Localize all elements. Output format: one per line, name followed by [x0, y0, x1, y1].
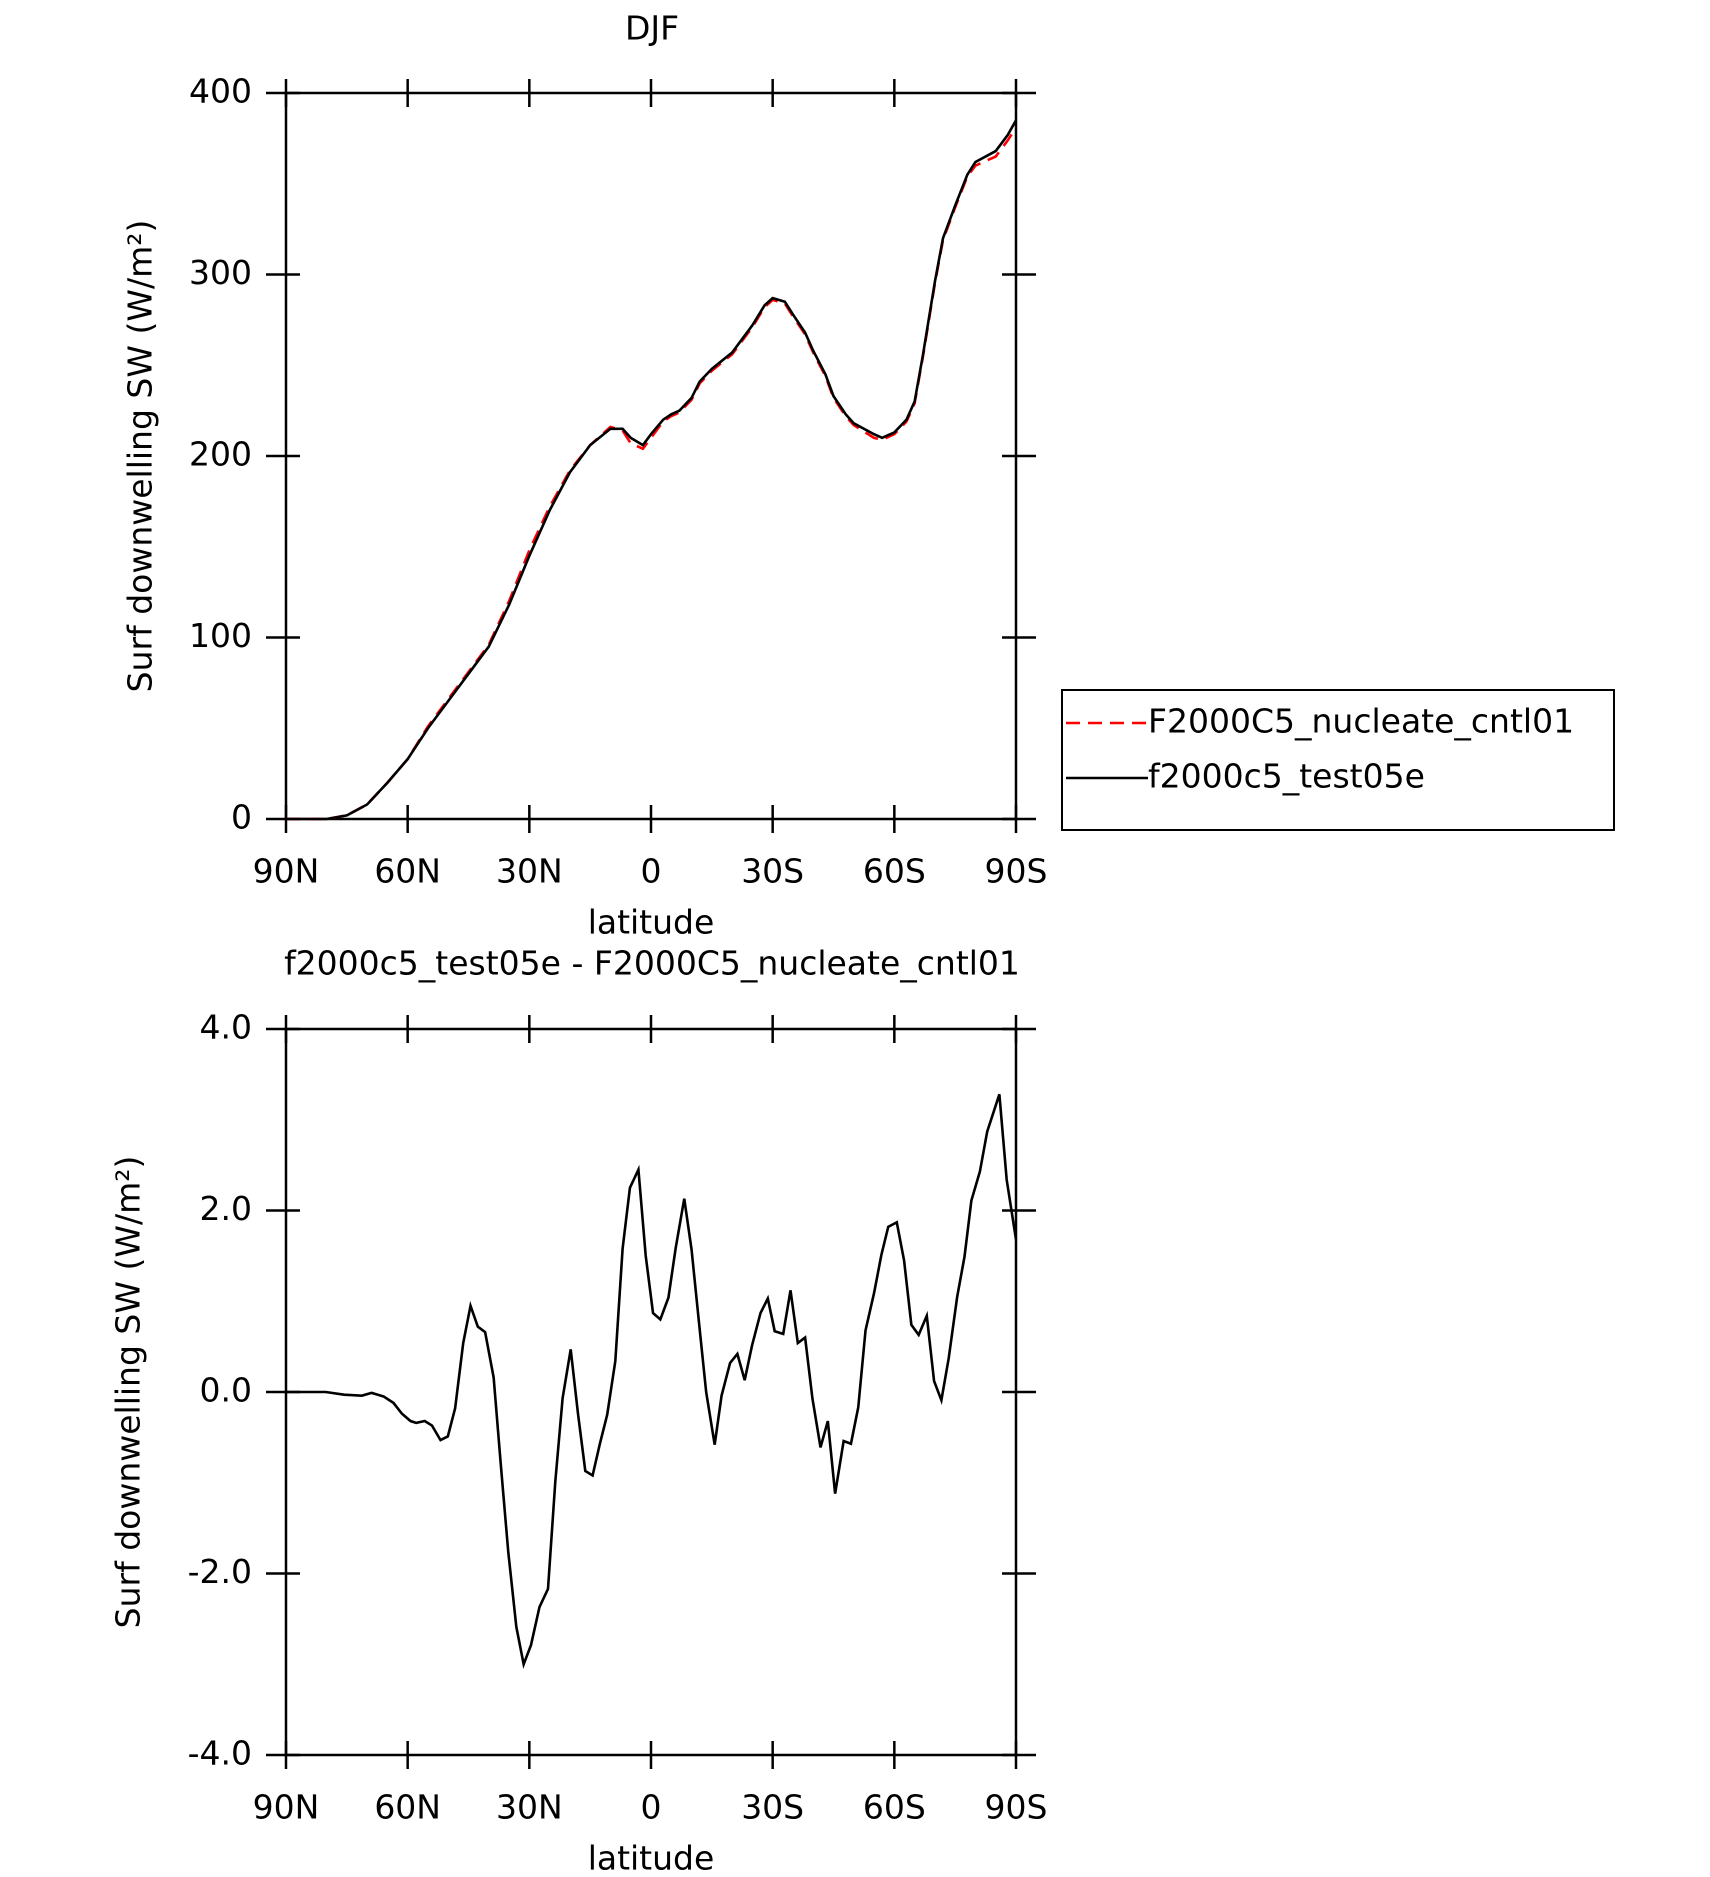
x-tick-label: 0: [641, 852, 662, 891]
data-line: [286, 119, 1018, 821]
x-tick-label: 90N: [253, 852, 320, 891]
plot-frame: [284, 1027, 1018, 1757]
legend-box: [1061, 689, 1615, 831]
plot-frame: [284, 91, 1018, 821]
x-tick-label: 30S: [741, 1788, 804, 1827]
chart-title: f2000c5_test05e - F2000C5_nucleate_cntl0…: [284, 944, 1020, 983]
legend-label: f2000c5_test05e: [1148, 757, 1425, 796]
y-tick-label: 100: [189, 616, 252, 655]
data-line: [286, 126, 1018, 821]
y-axis-label: Surf downwelling SW (W/m²): [121, 220, 160, 693]
y-tick-label: -4.0: [188, 1734, 252, 1773]
x-tick-label: 90S: [985, 852, 1048, 891]
x-axis-label: latitude: [588, 903, 715, 942]
x-axis-label: latitude: [588, 1839, 715, 1877]
y-tick-label: 4.0: [200, 1008, 252, 1047]
data-line: [286, 1093, 1018, 1669]
y-tick-label: -2.0: [188, 1552, 252, 1591]
x-tick-label: 30N: [496, 852, 563, 891]
x-tick-label: 90N: [253, 1788, 320, 1827]
x-tick-label: 60S: [863, 852, 926, 891]
x-tick-label: 0: [641, 1788, 662, 1827]
y-axis-label: Surf downwelling SW (W/m²): [109, 1156, 148, 1629]
chart-title: DJF: [625, 9, 679, 48]
y-tick-label: 400: [189, 72, 252, 111]
x-tick-label: 30S: [741, 852, 804, 891]
x-tick-label: 60N: [374, 1788, 441, 1827]
y-tick-label: 2.0: [200, 1189, 252, 1228]
legend-label: F2000C5_nucleate_cntl01: [1148, 702, 1574, 741]
x-tick-label: 90S: [985, 1788, 1048, 1827]
y-tick-label: 0: [231, 798, 252, 837]
y-tick-label: 0.0: [200, 1371, 252, 1410]
y-tick-label: 300: [189, 253, 252, 292]
y-tick-label: 200: [189, 435, 252, 474]
x-tick-label: 30N: [496, 1788, 563, 1827]
x-tick-label: 60S: [863, 1788, 926, 1827]
x-tick-label: 60N: [374, 852, 441, 891]
